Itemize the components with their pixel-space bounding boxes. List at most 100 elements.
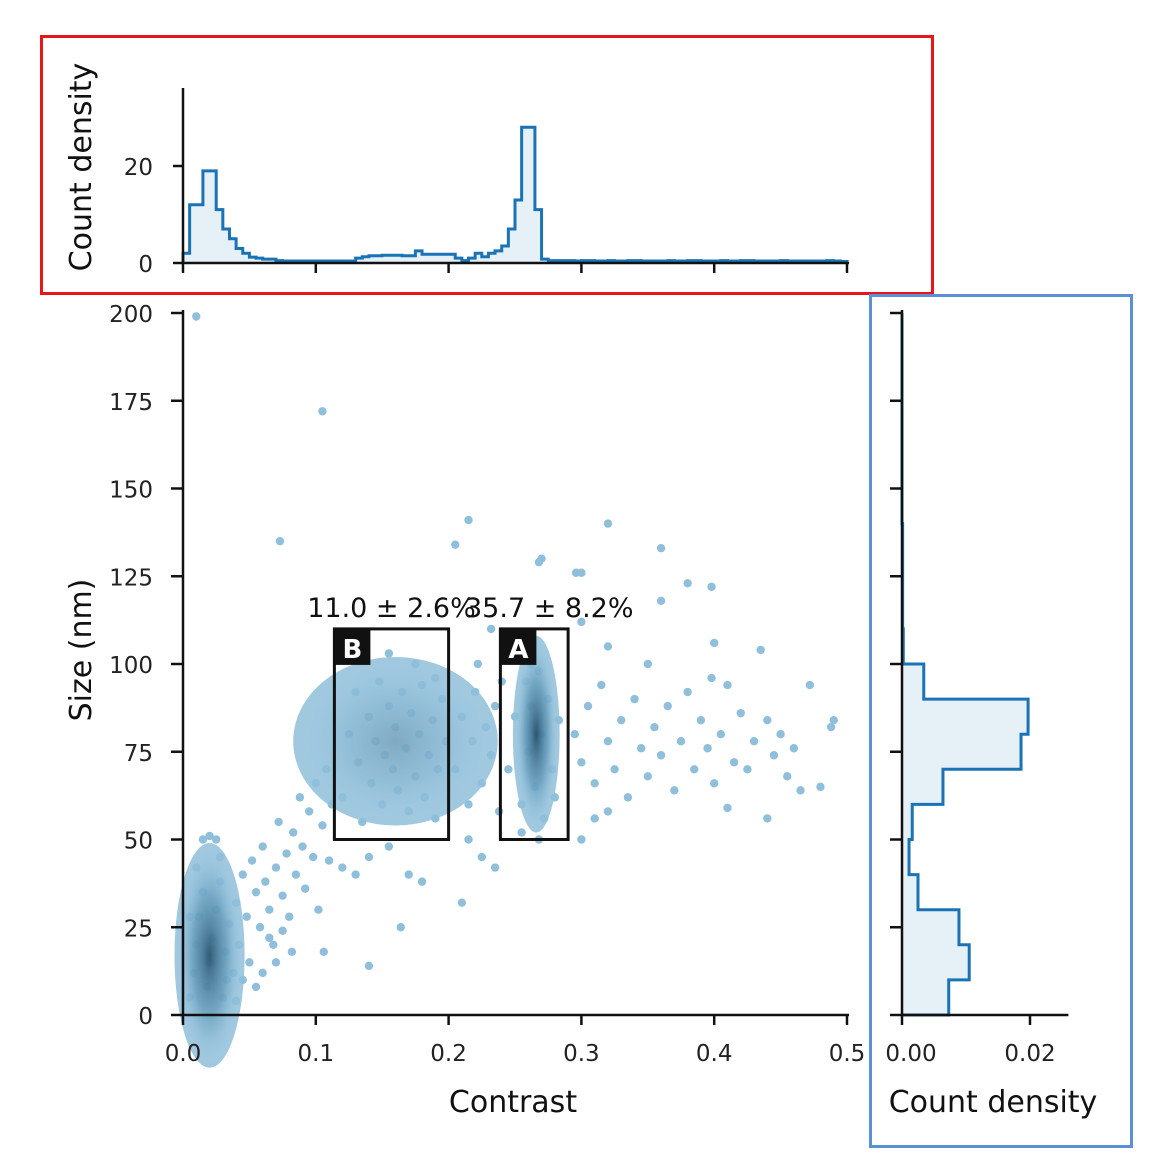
scatter-point	[723, 803, 732, 813]
scatter-point	[364, 961, 374, 971]
scatter-point	[308, 852, 318, 862]
scatter-point	[324, 856, 334, 865]
scatter-point	[643, 659, 652, 669]
y-tick-label: 125	[109, 565, 153, 591]
y-tick-label: 150	[109, 478, 153, 504]
scatter-point	[577, 617, 586, 627]
scatter-point	[251, 982, 261, 992]
scatter-point	[247, 856, 257, 865]
scatter-plot: 0.0 0.1 0.2 0.3 0.4 0.5 0 25 50 75 100 125 150 175 200…	[109, 302, 865, 1068]
scatter-point	[650, 722, 659, 732]
scatter-point	[703, 744, 712, 753]
scatter-point	[603, 737, 613, 746]
histogram-fill	[183, 127, 847, 263]
scatter-point	[783, 772, 792, 781]
y-tick-label: 25	[124, 916, 153, 942]
scatter-point	[656, 596, 666, 606]
scatter-point	[255, 923, 265, 932]
y-tick-label: 175	[109, 390, 153, 416]
scatter-point	[473, 659, 483, 669]
scatter-point	[707, 582, 716, 591]
scatter-point	[610, 765, 619, 774]
scatter-point	[245, 958, 254, 967]
scatter-point	[205, 831, 214, 841]
y-tick-label: 75	[124, 741, 153, 767]
y-axis-label: Size (nm)	[64, 579, 99, 722]
scatter-point	[464, 515, 473, 525]
scatter-point	[338, 863, 347, 872]
scatter-point	[287, 947, 297, 957]
scatter-point	[318, 407, 327, 416]
scatter-point	[550, 793, 560, 802]
scatter-point	[534, 558, 544, 567]
scatter-point	[431, 814, 440, 823]
annotation-box-b	[332, 627, 451, 842]
top-histogram: 0 20	[124, 88, 849, 278]
scatter-point	[577, 835, 586, 844]
scatter-point	[470, 687, 480, 697]
y-tick-label: 0	[138, 1004, 153, 1030]
y-tick-label: 20	[124, 155, 153, 181]
scatter-point	[676, 737, 686, 746]
scatter-point	[300, 884, 310, 893]
scatter-point	[723, 680, 732, 690]
scatter-point	[275, 536, 285, 546]
scatter-point	[304, 807, 314, 816]
scatter-point	[643, 772, 652, 781]
scatter-point	[756, 645, 765, 655]
scatter-point	[238, 870, 247, 879]
density-cluster	[515, 640, 558, 828]
scatter-point	[670, 786, 679, 795]
scatter-point	[451, 540, 460, 549]
scatter-point	[274, 817, 283, 827]
scatter-point	[517, 828, 526, 837]
scatter-point	[690, 765, 699, 774]
histogram-fill	[902, 313, 1029, 1015]
y-tick-label: 200	[109, 302, 153, 328]
scatter-point	[763, 715, 772, 725]
scatter-point	[291, 870, 301, 879]
density-cluster	[302, 661, 489, 822]
right-histogram-x-label: Count density	[889, 1085, 1098, 1120]
scatter-point	[351, 870, 360, 879]
scatter-point	[285, 912, 294, 921]
scatter-point	[258, 968, 267, 978]
scatter-point	[198, 835, 208, 844]
x-tick-label: 0.02	[1004, 1041, 1055, 1067]
scatter-point	[319, 947, 328, 957]
scatter-point	[504, 765, 513, 774]
scatter-point	[298, 842, 307, 851]
y-tick-label: 50	[124, 829, 153, 855]
scatter-point	[384, 649, 394, 658]
scatter-point	[707, 673, 716, 683]
scatter-point	[278, 891, 287, 900]
scatter-point	[630, 694, 639, 704]
scatter-point	[282, 849, 291, 858]
scatter-point	[729, 758, 739, 767]
scatter-point	[683, 579, 692, 588]
scatter-point	[816, 782, 825, 792]
scatter-point	[314, 905, 323, 914]
scatter-point	[269, 940, 278, 949]
scatter-point	[590, 814, 599, 823]
scatter-point	[251, 887, 261, 897]
top-highlight-box	[40, 35, 934, 295]
scatter-point	[577, 758, 586, 767]
scatter-point	[212, 835, 221, 844]
scatter-point	[477, 779, 486, 788]
scatter-point	[242, 912, 251, 921]
annotation-label: B	[342, 635, 362, 665]
histogram-outline	[900, 313, 1030, 1017]
scatter-point	[295, 793, 305, 802]
annotation-label: A	[508, 635, 528, 665]
scatter-point	[192, 312, 201, 321]
scatter-point	[571, 568, 581, 577]
scatter-point	[749, 737, 759, 746]
scatter-point	[663, 701, 672, 711]
scatter-point	[696, 715, 706, 725]
scatter-point	[289, 828, 298, 837]
scatter-point	[396, 923, 405, 932]
x-tick-label: 0.3	[563, 1041, 600, 1067]
scatter-point	[716, 730, 726, 739]
scatter-point	[261, 877, 270, 886]
